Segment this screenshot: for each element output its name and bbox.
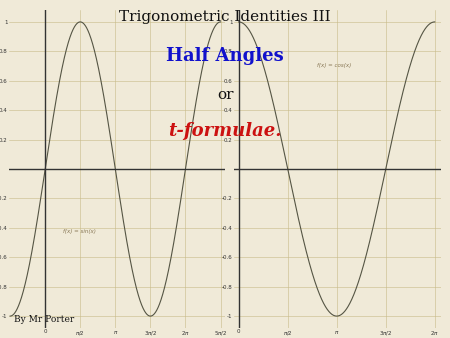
Text: or: or [217,88,233,102]
Text: Trigonometric Identities III: Trigonometric Identities III [119,10,331,24]
Text: f(x) = cos(x): f(x) = cos(x) [317,63,351,68]
Text: t-formulae.: t-formulae. [168,122,282,140]
Text: Half Angles: Half Angles [166,47,284,65]
Text: f(x) = sin(x): f(x) = sin(x) [63,228,96,234]
Text: By Mr Porter: By Mr Porter [14,315,74,324]
